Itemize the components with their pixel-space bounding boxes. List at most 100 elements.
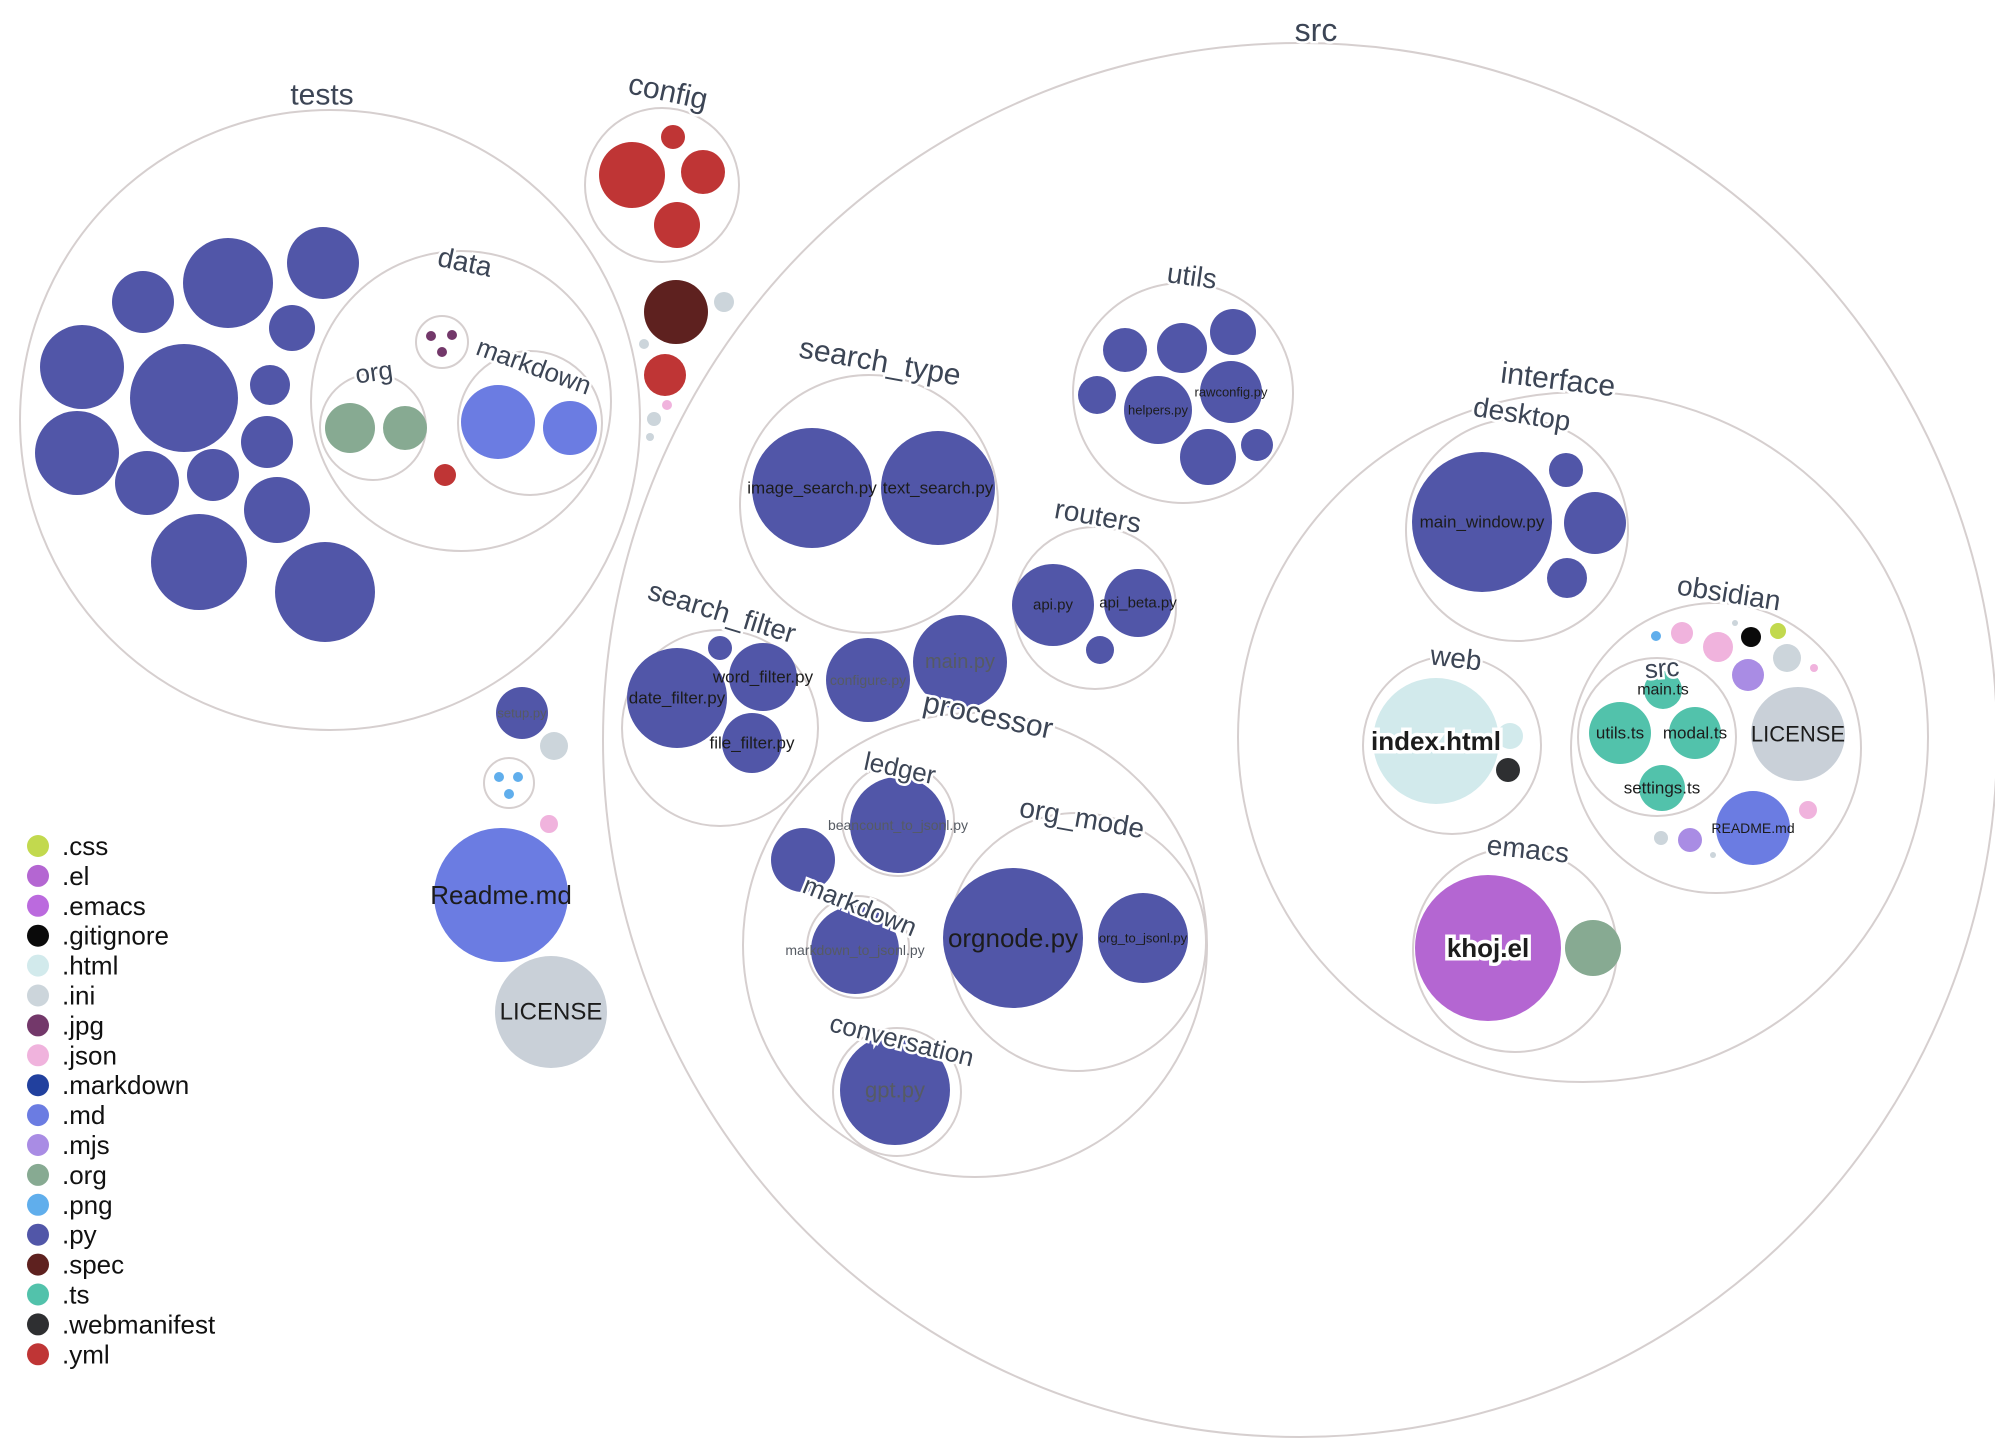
folder-label-src-interface: interface bbox=[1499, 357, 1617, 404]
folder-circle-config bbox=[584, 107, 740, 263]
file-label-src-interface-web-index: index.html bbox=[1371, 726, 1501, 756]
file-circle-src-interface-desktop-3 bbox=[1564, 492, 1626, 554]
file-circle-src-interface-desktop-2 bbox=[1549, 453, 1583, 487]
file-label-src-utils-helpers: helpers.py bbox=[1128, 403, 1188, 418]
file-circle-src-configure-py bbox=[826, 638, 910, 722]
folder-circle-src-interface-obsidian-src bbox=[1577, 657, 1737, 817]
file-circle-tests-py-2 bbox=[287, 227, 359, 299]
folder-circle-src-search_filter bbox=[621, 629, 819, 827]
file-label-src-search_filter-word_filter: word_filter.py bbox=[712, 668, 814, 687]
legend-label-gitignore: .gitignore bbox=[62, 921, 169, 951]
file-circle-src-main-py bbox=[913, 615, 1007, 709]
folder-label-src-interface-emacs: emacs bbox=[1485, 829, 1570, 868]
file-circle-src-utils-1 bbox=[1103, 328, 1147, 372]
file-circle-src-interface-obsidian-css bbox=[1770, 623, 1786, 639]
legend-swatch-css bbox=[27, 835, 49, 857]
file-circle-root-ini-2 bbox=[639, 339, 649, 349]
file-circle-src-interface-obsidian-json1 bbox=[1671, 622, 1693, 644]
folder-circle-src-interface-web bbox=[1362, 655, 1542, 835]
file-circle-src-utils-4 bbox=[1078, 376, 1116, 414]
file-circle-root-ini-3 bbox=[647, 412, 661, 426]
file-circle-root-ini-4 bbox=[646, 433, 654, 441]
file-label-src-configure-py: configure.py bbox=[830, 672, 906, 688]
file-circle-src-processor-conversation-gpt bbox=[840, 1035, 950, 1145]
file-circle-tests-py-13 bbox=[151, 514, 247, 610]
legend-swatch-py bbox=[27, 1223, 49, 1246]
file-circle-src-routers-api_beta bbox=[1104, 569, 1172, 637]
folder-circle-src-interface-desktop bbox=[1405, 418, 1629, 642]
file-label-src-main-py: main.py bbox=[925, 651, 995, 673]
file-circle-tests-data-jpg-1 bbox=[426, 331, 436, 341]
legend-swatch-ini bbox=[27, 984, 49, 1007]
folder-label-src-interface-desktop: desktop bbox=[1471, 391, 1573, 437]
legend-label-css: .css bbox=[62, 831, 108, 861]
file-circle-png-group-2 bbox=[513, 772, 523, 782]
file-label-src-interface-obsidian-src-main: main.ts bbox=[1637, 682, 1689, 699]
file-circle-root-readme bbox=[434, 828, 568, 962]
folder-circle-src-interface-obsidian bbox=[1570, 602, 1862, 894]
file-circle-tests-py-10 bbox=[115, 451, 179, 515]
file-circle-src-interface-web-html2 bbox=[1497, 723, 1523, 749]
folder-label-tests-data-org: org bbox=[353, 355, 394, 390]
file-circle-src-utils-3 bbox=[1210, 309, 1256, 355]
legend-swatch-gitignore bbox=[27, 924, 49, 947]
file-circle-src-utils-2 bbox=[1157, 323, 1207, 373]
legend-swatch-markdown bbox=[27, 1074, 49, 1097]
legend-swatch-md bbox=[27, 1104, 49, 1127]
file-circle-tests-py-6 bbox=[269, 305, 315, 351]
legend-label-jpg: .jpg bbox=[62, 1010, 104, 1040]
file-circle-tests-py-3 bbox=[112, 271, 174, 333]
file-circle-src-processor-org_mode-orgnode bbox=[943, 868, 1083, 1008]
legend-label-markdown: .markdown bbox=[62, 1070, 189, 1100]
file-circle-src-routers-api bbox=[1012, 564, 1094, 646]
file-circle-src-interface-obsidian-readme bbox=[1716, 791, 1790, 865]
folder-label-src: src bbox=[1295, 12, 1338, 48]
legend-label-mjs: .mjs bbox=[62, 1130, 110, 1160]
legend-swatch-jpg bbox=[27, 1014, 49, 1037]
file-circle-tests-py-7 bbox=[250, 365, 290, 405]
file-circle-tests-py-8 bbox=[241, 416, 293, 468]
file-circle-src-interface-web-index bbox=[1373, 678, 1499, 804]
file-circle-src-search_filter-date_filter bbox=[627, 648, 727, 748]
file-circle-tests-py-4 bbox=[40, 325, 124, 409]
folder-circle-src bbox=[602, 42, 1995, 1438]
file-circle-tests-data-yml bbox=[434, 464, 456, 486]
legend-swatch-spec bbox=[27, 1253, 49, 1276]
folder-circle-src-processor-conversation bbox=[832, 1027, 962, 1157]
legend-swatch-json bbox=[27, 1044, 49, 1067]
file-label-src-interface-desktop-main_window: main_window.py bbox=[1420, 513, 1545, 532]
legend-swatch-png bbox=[27, 1193, 49, 1216]
file-circle-src-interface-obsidian-src-utils bbox=[1589, 702, 1651, 764]
file-circle-src-interface-emacs-org bbox=[1565, 920, 1621, 976]
legend-swatch-yml bbox=[27, 1343, 49, 1366]
file-circle-src-interface-obsidian-ini1 bbox=[1732, 620, 1738, 626]
legend-label-png: .png bbox=[62, 1190, 113, 1220]
folder-circle-tests-data bbox=[310, 250, 612, 552]
legend-label-webmanifest: .webmanifest bbox=[62, 1309, 216, 1339]
file-label-src-interface-obsidian-src-modal: modal.ts bbox=[1663, 724, 1727, 743]
file-circle-root-license bbox=[495, 956, 607, 1068]
file-circle-src-utils-5 bbox=[1180, 429, 1236, 485]
legend-label-spec: .spec bbox=[62, 1250, 124, 1280]
file-circle-src-interface-obsidian-ini4 bbox=[1710, 852, 1716, 858]
legend-swatch-webmanifest bbox=[27, 1313, 49, 1336]
legend-swatch-mjs bbox=[27, 1134, 49, 1156]
file-circle-src-interface-obsidian-ini2 bbox=[1773, 644, 1801, 672]
file-circle-root-ini-5 bbox=[540, 732, 568, 760]
file-label-src-search_filter-date_filter: date_filter.py bbox=[629, 689, 726, 708]
file-circle-src-interface-obsidian-json4 bbox=[1799, 801, 1817, 819]
legend-label-yml: .yml bbox=[62, 1339, 110, 1369]
file-circle-src-search_filter-file_filter bbox=[722, 713, 782, 773]
legend-swatch-org bbox=[27, 1163, 49, 1186]
file-label-src-interface-emacs-khoj: khoj.el bbox=[1447, 933, 1529, 963]
file-circle-src-interface-emacs-khoj bbox=[1415, 875, 1561, 1021]
file-circle-src-interface-obsidian-mjs1 bbox=[1732, 659, 1764, 691]
file-circle-config-yml-2 bbox=[661, 125, 685, 149]
file-label-src-interface-obsidian-readme: README.md bbox=[1711, 820, 1794, 836]
file-circle-src-search_filter-word_filter bbox=[729, 643, 797, 711]
file-circle-src-search_type-text_search bbox=[881, 431, 995, 545]
folder-circle-src-utils bbox=[1072, 282, 1294, 504]
file-circle-root-spec bbox=[644, 280, 708, 344]
folder-label-src-utils: utils bbox=[1165, 257, 1219, 295]
folder-circle-tests-data-jpg-group bbox=[415, 315, 469, 369]
